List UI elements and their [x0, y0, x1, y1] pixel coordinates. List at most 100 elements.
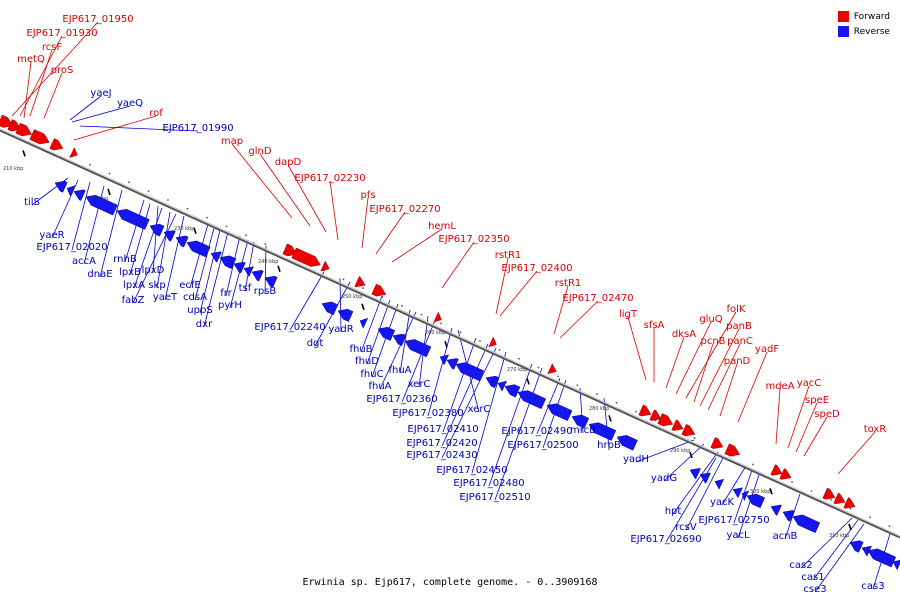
- gene-label: fhuD: [355, 356, 379, 367]
- label-leader-line: [19, 35, 63, 117]
- reverse-gene-arrow: [571, 414, 590, 429]
- gene-label: rstR1: [495, 250, 522, 261]
- tick-mark: [689, 451, 693, 459]
- gene-label: EJP617_02410: [407, 424, 478, 435]
- label-leader-line: [471, 351, 507, 474]
- gene-label: EJP617_02750: [698, 515, 769, 526]
- tick-mark: [848, 523, 852, 531]
- gene-label: pcnB: [700, 336, 725, 347]
- label-leader-line: [627, 316, 647, 381]
- backbone-dot: [167, 199, 169, 201]
- reverse-gene-arrow: [741, 490, 750, 502]
- label-leader-line: [152, 205, 159, 274]
- reverse-gene-arrow: [770, 504, 782, 516]
- label-leader-line: [132, 213, 177, 304]
- gene-label: EJP617_02510: [459, 492, 530, 503]
- forward-gene-arrow: [547, 363, 557, 375]
- backbone-dot: [869, 516, 871, 519]
- reverse-gene-arrow: [66, 185, 76, 197]
- label-leader-line: [803, 416, 828, 457]
- gene-label: rof: [149, 108, 163, 119]
- tick-mark: [608, 415, 612, 422]
- forward-gene-arrow: [649, 409, 662, 421]
- gene-label: lpxB: [119, 267, 141, 278]
- reverse-gene-arrow: [714, 478, 724, 490]
- label-leader-line: [685, 455, 725, 531]
- backbone-dot: [849, 507, 852, 510]
- backbone-dot: [459, 331, 462, 334]
- forward-gene-arrow: [822, 487, 836, 500]
- gene-label: yaeJ: [90, 88, 111, 99]
- gene-label: dnaE: [87, 269, 112, 280]
- label-leader-line: [264, 245, 267, 295]
- reverse-gene-arrow: [497, 380, 507, 392]
- reverse-gene-arrow: [233, 261, 246, 274]
- gene-label: cas3: [861, 581, 884, 592]
- reverse-genes: [54, 180, 900, 571]
- forward-swatch: [837, 11, 849, 22]
- tick-mark: [361, 303, 365, 310]
- backbone-dot: [635, 410, 637, 413]
- backbone-dot: [791, 481, 793, 484]
- reverse-gene-arrow: [782, 510, 795, 522]
- tick-mark: [526, 378, 530, 385]
- backbone-dot: [888, 525, 891, 528]
- label-leader-line: [156, 211, 171, 289]
- label-leader-line: [229, 239, 249, 309]
- tick-label: 280 kbp: [589, 406, 609, 412]
- label-leader-line: [189, 223, 209, 289]
- backbone-dot: [128, 181, 130, 184]
- label-leader-line: [287, 164, 327, 233]
- gene-label: EJP617_02690: [630, 534, 701, 545]
- forward-gene-arrow: [0, 114, 14, 128]
- gene-label: EJP617_02490: [501, 426, 572, 437]
- legend-forward-label: Forward: [853, 11, 890, 22]
- label-leader-line: [79, 125, 199, 132]
- reverse-gene-arrow: [186, 240, 211, 258]
- gene-label: rcsV: [675, 522, 697, 533]
- gene-label: tsf: [239, 283, 252, 294]
- gene-label: EJP617_02450: [436, 465, 507, 476]
- gene-label: fabZ: [122, 295, 145, 306]
- tick-label: 270 kbp: [507, 367, 527, 373]
- reverse-gene-arrow: [175, 235, 189, 248]
- forward-gene-arrow: [843, 497, 856, 509]
- reverse-gene-arrow: [404, 339, 432, 358]
- reverse-gene-arrow: [219, 255, 237, 269]
- gene-label: yaeQ: [117, 98, 143, 109]
- tick-label: 250 kbp: [342, 294, 362, 300]
- tick-label: 310 kbp: [829, 533, 849, 539]
- gene-label: cdsA: [183, 292, 207, 303]
- gene-label: xerC: [468, 404, 491, 415]
- label-leader-line: [675, 321, 712, 395]
- label-leader-line: [787, 385, 810, 449]
- gene-label: fhuC: [360, 369, 383, 380]
- label-leader-line: [375, 211, 406, 255]
- label-leader-line: [553, 285, 569, 335]
- label-leader-line: [29, 49, 53, 117]
- gene-label: folK: [727, 304, 746, 315]
- gene-label: frr: [220, 288, 232, 299]
- reverse-gene-arrow: [792, 514, 821, 534]
- tick-label: 290 kbp: [670, 448, 690, 454]
- label-leader-line: [129, 203, 151, 276]
- legend: Forward Reverse: [837, 9, 890, 39]
- gene-label: mdeA: [765, 381, 794, 392]
- label-leader-line: [707, 343, 741, 411]
- forward-gene-arrow: [724, 443, 741, 457]
- reverse-gene-arrow: [377, 327, 396, 341]
- label-leader-line: [495, 257, 509, 315]
- label-leader-line: [693, 343, 714, 403]
- forward-gene-arrow: [354, 276, 366, 288]
- backbone-dot: [576, 384, 579, 387]
- tick-mark: [22, 150, 26, 157]
- gene-label: EJP617_02480: [453, 478, 524, 489]
- label-leader-line: [225, 235, 241, 297]
- label-leader-line: [635, 439, 695, 463]
- label-leader-line: [329, 180, 339, 241]
- label-leader-line: [721, 465, 747, 506]
- reverse-gene-arrow: [116, 208, 150, 230]
- reverse-gene-arrow: [867, 548, 897, 568]
- backbone-dot: [479, 340, 481, 342]
